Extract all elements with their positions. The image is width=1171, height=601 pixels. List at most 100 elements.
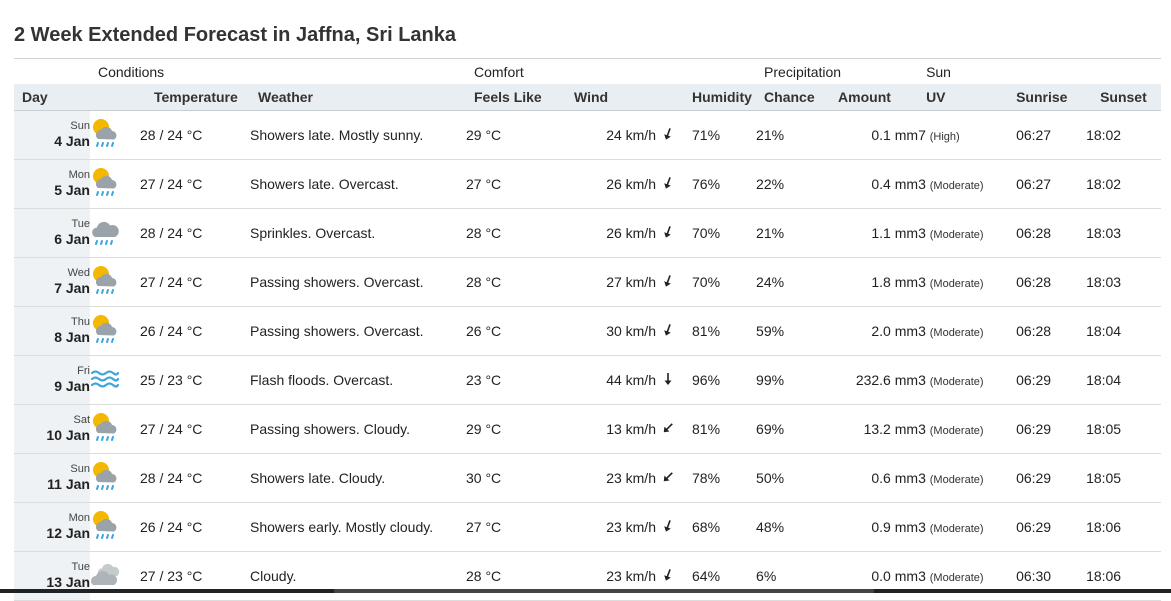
- day-of-week: Tue: [71, 561, 90, 573]
- scrollbar-thumb[interactable]: [334, 589, 874, 593]
- weather-icon-cell: [90, 306, 140, 356]
- day-date: 11 Jan: [47, 476, 90, 492]
- arrow-ssw-icon: [661, 519, 675, 537]
- uv-index: 3 (Moderate): [918, 257, 1007, 307]
- uv-description: (Moderate): [929, 376, 984, 388]
- sunset: 18:05: [1086, 404, 1162, 454]
- sun-cloud-rain-icon: [90, 118, 120, 154]
- feels-like: 29 °C: [466, 110, 566, 160]
- weather-icon-cell: [90, 257, 140, 307]
- precip-amount: 0.4 mm: [830, 159, 919, 209]
- group-comfort: Comfort: [466, 58, 757, 84]
- sunrise: 06:29: [1006, 453, 1087, 503]
- day-cell: Tue 13 Jan: [14, 551, 90, 601]
- wind-direction-cell: [656, 306, 680, 356]
- precip-amount: 13.2 mm: [830, 404, 919, 454]
- col-wind-dir: [656, 84, 680, 111]
- precip-chance: 69%: [756, 404, 831, 454]
- precip-chance: 99%: [756, 355, 831, 405]
- uv-description: (Moderate): [929, 425, 984, 437]
- wind-speed: 26 km/h: [566, 159, 656, 209]
- weather-icon-cell: [90, 208, 140, 258]
- sun-cloud-rain-icon: [90, 461, 120, 497]
- day-cell: Tue 6 Jan: [14, 208, 90, 258]
- table-row: Sun 11 Jan 28 / 24 °C Showers late. Cloudy.…: [14, 453, 1162, 503]
- humidity: 96%: [680, 355, 757, 405]
- col-chance: Chance: [756, 84, 831, 111]
- temperature: 25 / 23 °C: [140, 355, 250, 405]
- uv-value: 3: [918, 176, 926, 192]
- precip-amount: 0.0 mm: [830, 551, 919, 601]
- sunrise: 06:28: [1006, 208, 1087, 258]
- arrow-s-icon: [661, 372, 675, 390]
- feels-like: 23 °C: [466, 355, 566, 405]
- sunset: 18:03: [1086, 208, 1162, 258]
- table-row: Wed 7 Jan 27 / 24 °C Passing showers. Overc…: [14, 257, 1162, 307]
- day-of-week: Wed: [67, 267, 90, 279]
- humidity: 70%: [680, 208, 757, 258]
- weather-description: Sprinkles. Overcast.: [250, 208, 466, 258]
- feels-like: 26 °C: [466, 306, 566, 356]
- precip-chance: 22%: [756, 159, 831, 209]
- arrow-ssw-icon: [661, 127, 675, 145]
- sun-cloud-rain-icon: [90, 412, 120, 448]
- sunset: 18:02: [1086, 159, 1162, 209]
- weather-icon-cell: [90, 355, 140, 405]
- uv-index: 3 (Moderate): [918, 551, 1007, 601]
- uv-index: 3 (Moderate): [918, 306, 1007, 356]
- horizontal-scrollbar[interactable]: [0, 589, 1171, 593]
- day-date: 10 Jan: [46, 427, 90, 443]
- sun-cloud-rain-icon: [90, 167, 120, 203]
- uv-value: 3: [918, 274, 926, 290]
- weather-icon-cell: [90, 453, 140, 503]
- wind-direction-cell: [656, 404, 680, 454]
- table-row: Sat 10 Jan 27 / 24 °C Passing showers. Clou…: [14, 404, 1162, 454]
- humidity: 71%: [680, 110, 757, 160]
- temperature: 27 / 24 °C: [140, 159, 250, 209]
- uv-description: (Moderate): [929, 474, 984, 486]
- arrow-sw-icon: [661, 422, 675, 439]
- humidity: 78%: [680, 453, 757, 503]
- feels-like: 28 °C: [466, 208, 566, 258]
- temperature: 28 / 24 °C: [140, 110, 250, 160]
- weather-description: Passing showers. Cloudy.: [250, 404, 466, 454]
- weather-description: Showers late. Mostly sunny.: [250, 110, 466, 160]
- feels-like: 28 °C: [466, 257, 566, 307]
- sunset: 18:04: [1086, 306, 1162, 356]
- col-uv: UV: [918, 84, 1007, 111]
- arrow-ssw-icon: [661, 225, 675, 243]
- col-day: Day: [14, 84, 90, 111]
- weather-icon-cell: [90, 404, 140, 454]
- table-row: Tue 13 Jan 27 / 23 °C Cloudy. 28 °C 23 km/h 64…: [14, 551, 1162, 601]
- day-of-week: Mon: [68, 169, 90, 181]
- wind-speed: 27 km/h: [566, 257, 656, 307]
- uv-value: 3: [918, 421, 926, 437]
- weather-icon-cell: [90, 551, 140, 601]
- uv-value: 3: [918, 372, 926, 388]
- weather-icon-cell: [90, 110, 140, 160]
- clouds-icon: [90, 563, 126, 595]
- uv-value: 3: [918, 470, 926, 486]
- uv-description: (High): [929, 131, 960, 143]
- precip-chance: 59%: [756, 306, 831, 356]
- temperature: 27 / 24 °C: [140, 257, 250, 307]
- temperature: 27 / 24 °C: [140, 404, 250, 454]
- arrow-ssw-icon: [661, 323, 675, 341]
- uv-index: 3 (Moderate): [918, 355, 1007, 405]
- feels-like: 28 °C: [466, 551, 566, 601]
- day-of-week: Sat: [73, 414, 90, 426]
- wind-direction-cell: [656, 551, 680, 601]
- day-cell: Mon 5 Jan: [14, 159, 90, 209]
- col-amount: Amount: [830, 84, 919, 111]
- day-date: 13 Jan: [46, 574, 90, 590]
- day-cell: Sun 4 Jan: [14, 110, 90, 160]
- cloud-rain-icon: [90, 221, 120, 252]
- day-cell: Sun 11 Jan: [14, 453, 90, 503]
- day-of-week: Tue: [71, 218, 90, 230]
- temperature: 26 / 24 °C: [140, 502, 250, 552]
- uv-index: 3 (Moderate): [918, 404, 1007, 454]
- uv-index: 3 (Moderate): [918, 159, 1007, 209]
- feels-like: 29 °C: [466, 404, 566, 454]
- day-date: 5 Jan: [54, 182, 90, 198]
- precip-amount: 0.6 mm: [830, 453, 919, 503]
